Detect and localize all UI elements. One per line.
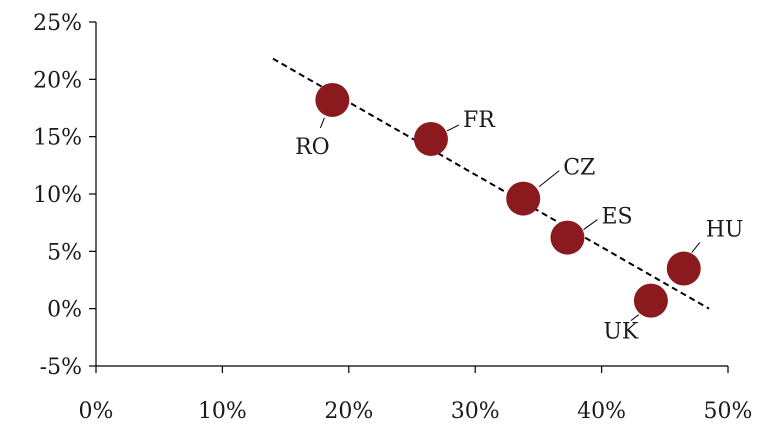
data-point-ro [315,82,350,117]
y-tick-label: 15% [33,126,82,151]
point-leader-line [583,219,598,230]
point-label: CZ [563,156,595,181]
data-point-hu [666,251,701,286]
data-point-es [550,220,585,255]
point-label: RO [295,135,330,160]
x-tick-label: 50% [704,399,753,424]
y-tick-label: 0% [47,298,82,323]
data-point-cz [506,181,541,216]
y-tick-label: 20% [33,68,82,93]
y-tick-label: -5% [40,355,82,380]
data-point-fr [413,121,448,156]
point-leader-line [319,117,325,129]
point-leader-line [630,314,640,322]
point-label: UK [603,320,639,345]
point-leader-line [691,242,701,253]
x-tick-label: 10% [198,399,247,424]
data-point-uk [633,283,668,318]
point-leader-line [446,124,460,132]
point-label: FR [463,108,496,133]
x-tick-label: 40% [577,399,626,424]
x-tick-label: 0% [79,399,114,424]
y-tick-label: 25% [33,11,82,36]
x-tick-label: 30% [451,399,500,424]
x-tick-label: 20% [324,399,373,424]
y-tick-label: 10% [33,183,82,208]
y-tick-label: 5% [47,240,82,265]
point-label: HU [706,218,744,243]
point-leader-line [538,170,560,187]
point-label: ES [601,205,632,230]
axes: -5% 0% 5% 10% 15% 20% 25% 0% 10% 20% 30% 40% 50% [33,11,752,424]
